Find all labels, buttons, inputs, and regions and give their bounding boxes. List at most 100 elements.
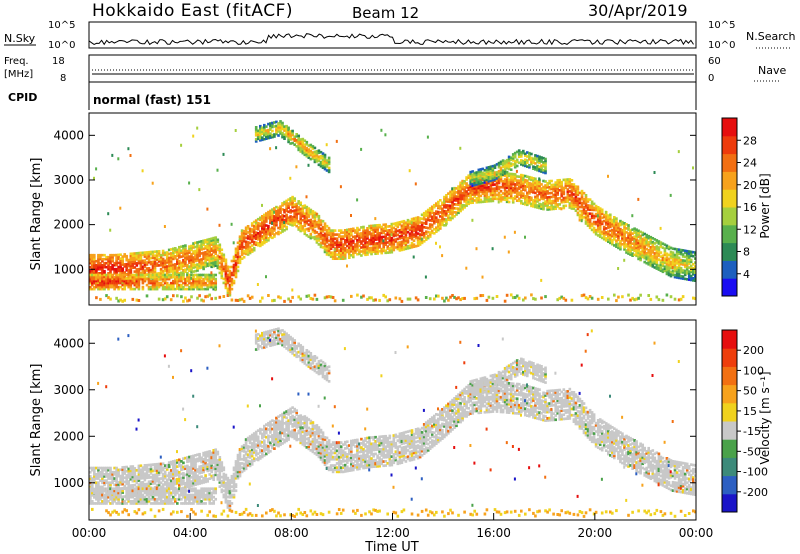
power-cell	[297, 136, 301, 140]
power-cell	[216, 244, 220, 248]
power-cell	[240, 243, 244, 247]
cpid-label: CPID	[8, 91, 37, 104]
power-cell	[153, 256, 157, 260]
power-cell	[246, 243, 250, 246]
power-cell	[137, 253, 141, 257]
power-cell	[202, 253, 205, 257]
power-cell	[398, 221, 402, 224]
power-cell	[356, 293, 359, 297]
power-cell	[321, 236, 325, 239]
power-cell	[178, 245, 181, 249]
power-cell	[265, 137, 268, 141]
power-cell	[141, 261, 145, 265]
power-cell	[159, 277, 163, 281]
power-cell	[677, 252, 681, 256]
power-cell	[89, 257, 92, 261]
power-cell	[216, 262, 220, 266]
power-cell	[548, 199, 551, 203]
power-cell	[184, 256, 187, 260]
power-cell	[376, 238, 379, 241]
power-cell	[182, 264, 185, 268]
power-cell	[532, 179, 535, 182]
power-cell	[667, 265, 671, 269]
power-cell	[615, 217, 618, 220]
power-cell	[297, 212, 301, 215]
power-cell	[202, 265, 205, 269]
power-cell	[360, 246, 363, 249]
power-cell	[586, 212, 590, 215]
power-cell	[435, 228, 438, 232]
power-cell	[655, 247, 659, 250]
power-cell	[212, 285, 216, 289]
power-cell	[520, 181, 523, 185]
power-cell	[481, 200, 485, 204]
power-cell	[398, 297, 402, 301]
power-cell	[222, 269, 226, 273]
power-cell	[633, 245, 636, 249]
power-cell	[113, 277, 116, 281]
power-cell	[463, 296, 466, 300]
power-cell	[323, 155, 327, 159]
power-cell	[333, 237, 337, 241]
power-cell	[631, 246, 634, 250]
power-cell	[443, 195, 446, 199]
power-cell	[390, 250, 394, 254]
power-cell	[184, 283, 187, 287]
power-cell	[291, 215, 294, 219]
power-cell	[113, 287, 116, 291]
power-cell	[524, 180, 527, 184]
power-cell	[437, 224, 440, 228]
power-cell	[433, 211, 436, 215]
power-cell	[526, 175, 529, 179]
power-cell	[522, 159, 525, 163]
power-cell	[317, 227, 321, 230]
power-cell	[679, 276, 683, 280]
power-cell	[473, 187, 477, 190]
power-cell	[159, 274, 163, 277]
power-cell	[307, 209, 311, 212]
power-cell	[153, 266, 157, 270]
power-cell	[386, 233, 390, 236]
power-cell	[683, 265, 687, 269]
power-cell	[374, 228, 377, 231]
velocity-cell	[99, 497, 102, 501]
power-cell	[178, 262, 181, 265]
power-cell	[309, 236, 313, 240]
power-cell	[651, 249, 655, 252]
power-cell	[289, 132, 292, 135]
power-cell	[694, 267, 696, 271]
power-cell	[99, 255, 102, 259]
power-cell	[200, 264, 203, 267]
power-cell	[123, 285, 127, 289]
power-cell	[182, 252, 185, 256]
power-cell	[309, 224, 313, 228]
power-cell	[584, 196, 588, 199]
velocity-cell	[91, 500, 94, 503]
power-cell	[115, 273, 118, 277]
power-cell	[256, 135, 260, 139]
power-cell	[562, 190, 566, 194]
power-cell	[285, 201, 288, 205]
power-cell	[414, 222, 418, 226]
power-cell	[352, 229, 355, 233]
power-cell	[206, 254, 210, 258]
power-cell	[206, 283, 210, 287]
power-cell	[364, 241, 367, 245]
power-cell	[337, 243, 341, 247]
power-cell	[321, 166, 325, 170]
power-noise	[109, 228, 112, 232]
power-cell	[370, 240, 373, 244]
power-cell	[329, 253, 333, 257]
power-cell	[661, 270, 665, 274]
power-cell	[673, 297, 677, 301]
power-cell	[287, 202, 290, 205]
velocity-noise	[105, 385, 108, 389]
power-cell	[133, 270, 137, 273]
power-cell	[228, 291, 232, 295]
power-cell	[382, 223, 386, 227]
power-cell	[315, 241, 319, 244]
power-noise	[424, 275, 427, 279]
power-cell	[188, 259, 191, 262]
power-cell	[109, 272, 112, 275]
power-cell	[256, 217, 260, 221]
